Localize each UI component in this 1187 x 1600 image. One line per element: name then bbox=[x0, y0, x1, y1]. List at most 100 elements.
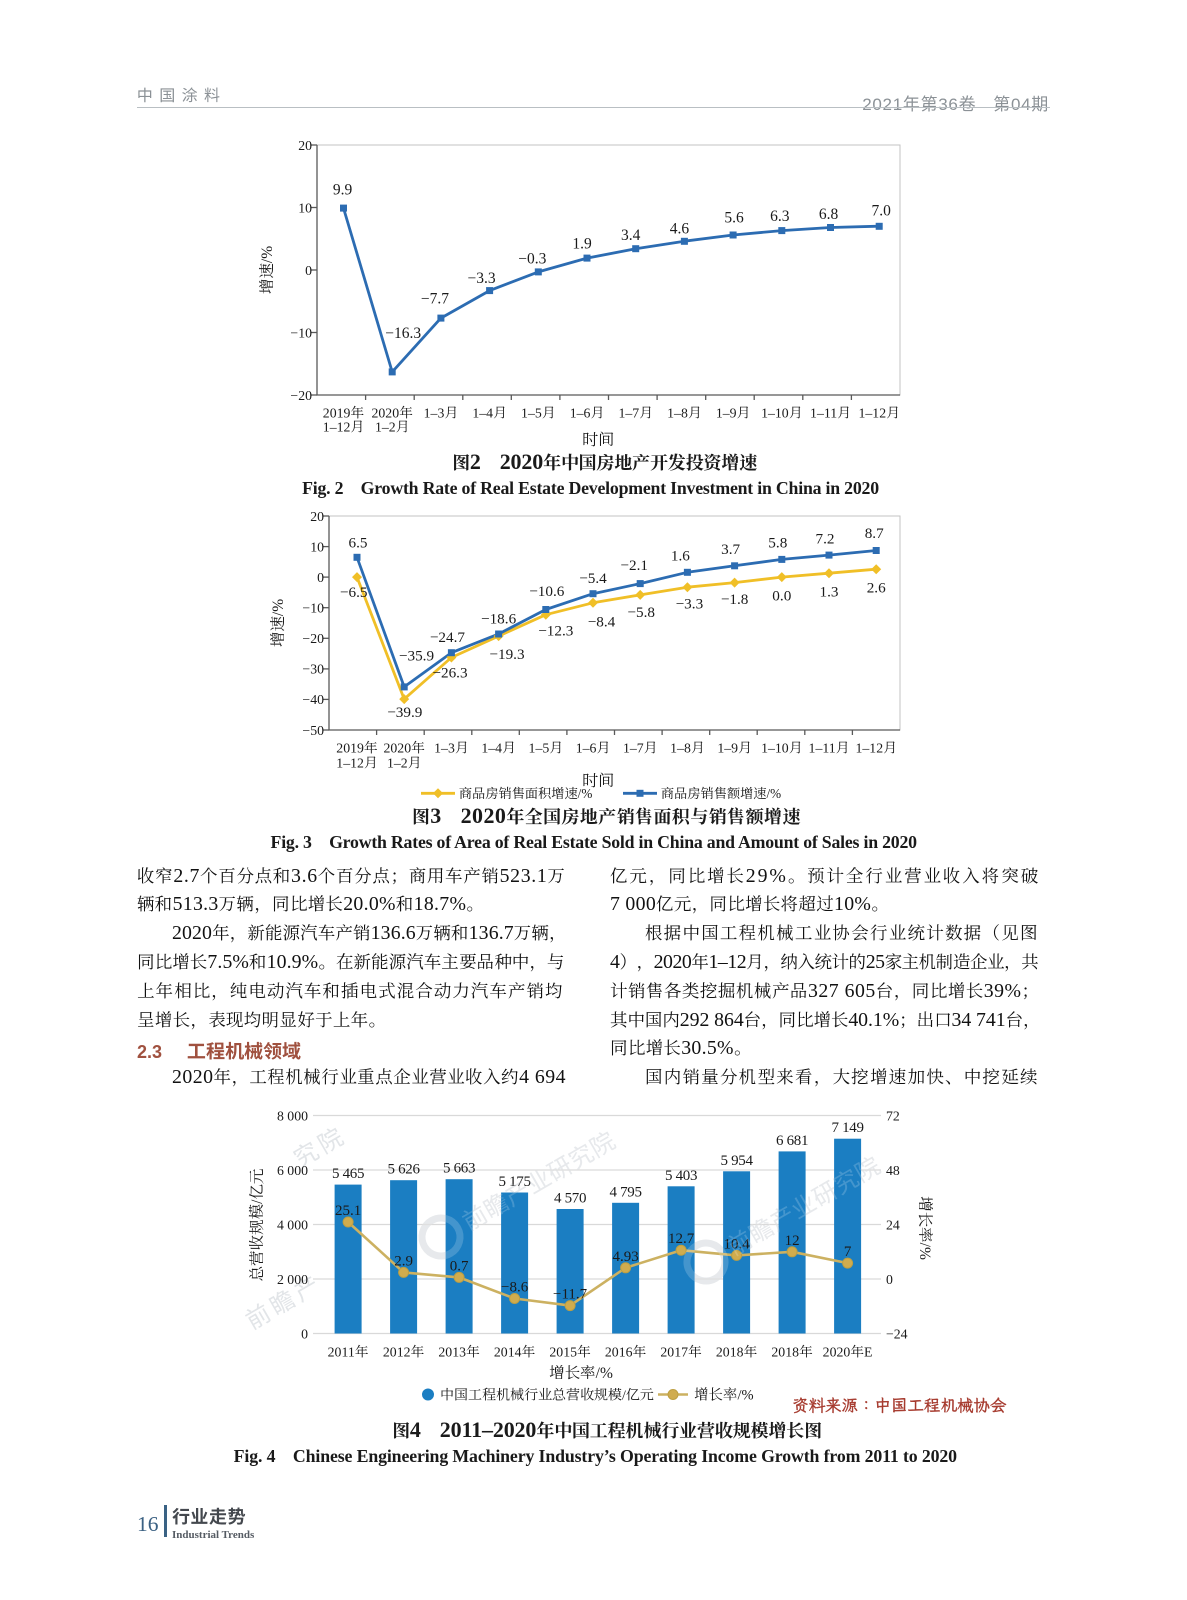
svg-text:增长率/%: 增长率/% bbox=[694, 1386, 754, 1403]
svg-text:10: 10 bbox=[310, 539, 324, 554]
svg-text:5.8: 5.8 bbox=[768, 535, 787, 552]
svg-text:时间: 时间 bbox=[582, 431, 614, 449]
svg-text:增长率/%: 增长率/% bbox=[549, 1364, 613, 1382]
svg-text:1–12月: 1–12月 bbox=[856, 740, 897, 755]
svg-text:6.3: 6.3 bbox=[770, 208, 790, 225]
svg-text:1–6月: 1–6月 bbox=[576, 740, 611, 755]
svg-text:1–9月: 1–9月 bbox=[716, 405, 751, 420]
svg-text:增速/%: 增速/% bbox=[269, 599, 287, 647]
svg-text:2013年: 2013年 bbox=[438, 1344, 480, 1359]
svg-text:1–9月: 1–9月 bbox=[717, 740, 752, 755]
svg-text:0: 0 bbox=[317, 570, 324, 585]
svg-text:中国工程机械行业总营收规模/亿元: 中国工程机械行业总营收规模/亿元 bbox=[440, 1387, 654, 1403]
svg-text:−50: −50 bbox=[302, 723, 324, 738]
svg-text:−24: −24 bbox=[886, 1326, 908, 1341]
svg-text:0.7: 0.7 bbox=[450, 1258, 469, 1274]
svg-text:1–12月: 1–12月 bbox=[323, 420, 364, 435]
svg-text:−26.3: −26.3 bbox=[432, 664, 467, 681]
svg-text:10.4: 10.4 bbox=[723, 1236, 750, 1252]
svg-text:2017年: 2017年 bbox=[660, 1344, 702, 1359]
svg-text:3.7: 3.7 bbox=[721, 541, 740, 558]
svg-text:1–5月: 1–5月 bbox=[529, 740, 564, 755]
svg-text:2018年: 2018年 bbox=[716, 1344, 758, 1359]
svg-text:20: 20 bbox=[298, 138, 312, 153]
svg-text:−8.6: −8.6 bbox=[501, 1280, 529, 1296]
svg-text:5 626: 5 626 bbox=[387, 1162, 420, 1178]
svg-text:5 465: 5 465 bbox=[332, 1166, 364, 1182]
svg-text:72: 72 bbox=[886, 1108, 900, 1123]
svg-text:25.1: 25.1 bbox=[335, 1203, 361, 1219]
svg-text:6.5: 6.5 bbox=[349, 534, 368, 551]
svg-text:2.6: 2.6 bbox=[867, 580, 886, 597]
svg-text:1–8月: 1–8月 bbox=[667, 405, 702, 420]
svg-text:12: 12 bbox=[785, 1233, 800, 1249]
svg-text:商品房销售面积增速/%: 商品房销售面积增速/% bbox=[459, 786, 592, 801]
svg-text:−20: −20 bbox=[302, 631, 324, 646]
svg-text:1–6月: 1–6月 bbox=[570, 405, 605, 420]
svg-text:6.8: 6.8 bbox=[819, 206, 839, 223]
svg-text:−7.7: −7.7 bbox=[421, 291, 449, 308]
svg-text:−10.6: −10.6 bbox=[529, 583, 565, 600]
svg-text:2020年: 2020年 bbox=[384, 740, 426, 755]
svg-text:1–12月: 1–12月 bbox=[336, 756, 377, 771]
svg-text:2020年: 2020年 bbox=[372, 405, 414, 420]
svg-text:7: 7 bbox=[844, 1244, 852, 1260]
svg-text:−5.8: −5.8 bbox=[627, 604, 655, 621]
svg-text:0: 0 bbox=[301, 1326, 308, 1341]
svg-text:5 954: 5 954 bbox=[720, 1153, 753, 1169]
svg-text:4 000: 4 000 bbox=[277, 1217, 308, 1232]
svg-text:1–5月: 1–5月 bbox=[521, 405, 556, 420]
svg-text:−0.3: −0.3 bbox=[518, 250, 546, 267]
svg-text:7.0: 7.0 bbox=[872, 203, 892, 220]
svg-text:−35.9: −35.9 bbox=[399, 647, 434, 664]
svg-text:8 000: 8 000 bbox=[277, 1108, 308, 1123]
svg-text:0: 0 bbox=[305, 263, 312, 278]
svg-text:4 795: 4 795 bbox=[609, 1184, 641, 1200]
svg-text:1–8月: 1–8月 bbox=[670, 740, 705, 755]
svg-text:−20: −20 bbox=[290, 388, 312, 403]
svg-text:8.7: 8.7 bbox=[865, 525, 884, 542]
svg-text:12.7: 12.7 bbox=[668, 1231, 695, 1247]
svg-text:1–10月: 1–10月 bbox=[761, 740, 802, 755]
svg-text:1.6: 1.6 bbox=[671, 548, 690, 565]
svg-text:−24.7: −24.7 bbox=[430, 629, 466, 646]
svg-text:0: 0 bbox=[886, 1272, 893, 1287]
svg-text:1–4月: 1–4月 bbox=[481, 740, 516, 755]
svg-text:5 663: 5 663 bbox=[443, 1161, 475, 1177]
svg-text:3.4: 3.4 bbox=[621, 227, 641, 244]
svg-text:10: 10 bbox=[298, 200, 312, 215]
svg-text:−30: −30 bbox=[302, 662, 324, 677]
svg-text:0.0: 0.0 bbox=[772, 587, 791, 604]
svg-text:5 175: 5 175 bbox=[498, 1174, 530, 1190]
svg-text:9.9: 9.9 bbox=[333, 182, 353, 199]
svg-text:−6.5: −6.5 bbox=[340, 584, 368, 601]
svg-text:4.6: 4.6 bbox=[670, 221, 690, 238]
svg-text:2015年: 2015年 bbox=[549, 1344, 591, 1359]
svg-text:1–2月: 1–2月 bbox=[375, 420, 410, 435]
svg-text:5 403: 5 403 bbox=[665, 1168, 697, 1184]
svg-text:−5.4: −5.4 bbox=[579, 570, 607, 587]
svg-text:1–7月: 1–7月 bbox=[623, 740, 658, 755]
svg-text:20: 20 bbox=[310, 509, 324, 524]
svg-text:−10: −10 bbox=[290, 325, 312, 340]
svg-text:2019年: 2019年 bbox=[323, 405, 365, 420]
svg-text:1.9: 1.9 bbox=[572, 236, 592, 253]
svg-text:前瞻产业研究院: 前瞻产业研究院 bbox=[455, 1121, 621, 1237]
svg-text:2 000: 2 000 bbox=[277, 1272, 308, 1287]
svg-text:6 000: 6 000 bbox=[277, 1163, 308, 1178]
svg-text:−3.3: −3.3 bbox=[676, 596, 704, 613]
svg-text:−8.4: −8.4 bbox=[588, 614, 616, 631]
svg-text:−39.9: −39.9 bbox=[387, 704, 422, 721]
svg-text:总营收规模/亿元: 总营收规模/亿元 bbox=[248, 1168, 266, 1281]
svg-text:1.3: 1.3 bbox=[820, 584, 839, 601]
svg-text:2.9: 2.9 bbox=[394, 1253, 413, 1269]
svg-text:时间: 时间 bbox=[582, 772, 614, 790]
svg-text:−40: −40 bbox=[302, 692, 324, 707]
svg-text:4 570: 4 570 bbox=[554, 1191, 586, 1207]
svg-text:−12.3: −12.3 bbox=[538, 623, 573, 640]
svg-text:1–7月: 1–7月 bbox=[618, 405, 653, 420]
svg-text:2014年: 2014年 bbox=[494, 1344, 536, 1359]
svg-text:7.2: 7.2 bbox=[816, 530, 835, 547]
svg-text:1–3月: 1–3月 bbox=[424, 405, 459, 420]
svg-text:2019年: 2019年 bbox=[336, 740, 378, 755]
